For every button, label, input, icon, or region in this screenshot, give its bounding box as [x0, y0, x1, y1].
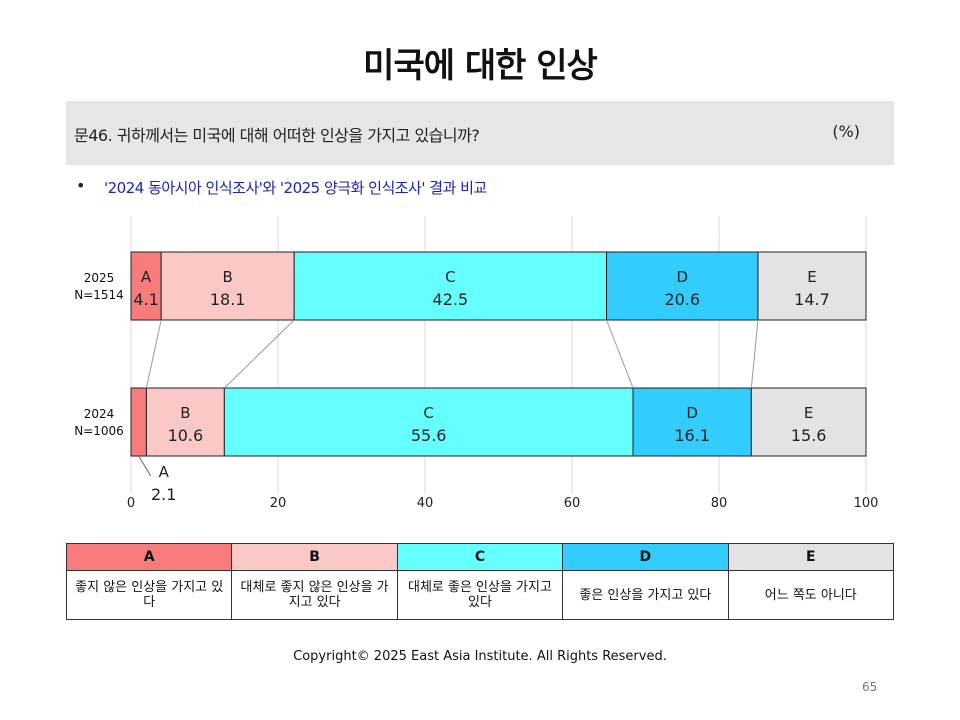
- segment-letter-label: D: [676, 268, 688, 286]
- bar-segment-c: [223, 387, 634, 457]
- bar-segment-c: [293, 251, 608, 321]
- segment-value-label: 4.1: [133, 290, 158, 309]
- legend-label-d: 좋은 인상을 가지고 있다: [562, 570, 729, 620]
- segment-value-label: 20.6: [664, 290, 700, 309]
- segment-letter-label: E: [807, 268, 816, 286]
- segment-letter-label: C: [445, 268, 455, 286]
- row-label-year: 2024: [84, 407, 115, 421]
- bullet-icon: •: [76, 176, 86, 195]
- legend-label-c: 대체로 좋은 인상을 가지고 있다: [396, 570, 564, 620]
- segment-value-label: 2.1: [151, 485, 176, 504]
- page-number: 65: [862, 680, 878, 694]
- legend-label-row: 좋지 않은 인상을 가지고 있다 대체로 좋지 않은 인상을 가지고 있다 대체…: [65, 570, 895, 620]
- segment-letter-label: A: [141, 268, 152, 286]
- segment-value-label: 42.5: [433, 290, 469, 309]
- x-tick-label: 100: [854, 496, 879, 511]
- bar-segment-e: [750, 387, 867, 457]
- stacked-bar-chart: 0 20 40 60 80 100 A 4.1 B 18.1 C 42.5 D 20.6 E 14.7 2025…: [74, 216, 879, 511]
- segment-letter-label: B: [223, 268, 233, 286]
- legend-key-d: D: [562, 543, 729, 571]
- connector-line: [750, 319, 759, 389]
- bar-segment-b: [145, 387, 225, 457]
- legend-key-c: C: [396, 543, 564, 571]
- legend-table: A B C D E 좋지 않은 인상을 가지고 있다 대체로 좋지 않은 인상을…: [65, 543, 895, 620]
- bar-segment-d: [606, 251, 759, 321]
- row-label-year: 2025: [84, 271, 115, 285]
- legend-label-e: 어느 쪽도 아니다: [727, 570, 895, 620]
- row-label-n: N=1006: [74, 424, 124, 438]
- legend-label-b: 대체로 좋지 않은 인상을 가지고 있다: [231, 570, 398, 620]
- segment-value-label: 18.1: [210, 290, 246, 309]
- segment-letter-label: C: [423, 404, 433, 422]
- comparison-note: '2024 동아시아 인식조사'와 '2025 양극화 인식조사' 결과 비교: [104, 179, 487, 197]
- connector-line: [145, 319, 162, 389]
- legend-key-b: B: [231, 543, 398, 571]
- legend-key-e: E: [727, 543, 895, 571]
- row-label-n: N=1514: [74, 288, 124, 302]
- segment-letter-label: E: [804, 404, 813, 422]
- x-tick-label: 40: [417, 496, 434, 511]
- unit-label: (%): [832, 122, 860, 141]
- bar-segment-a: [130, 251, 162, 321]
- question-box: 문46. 귀하께서는 미국에 대해 어떠한 인상을 가지고 있습니까? (%): [66, 101, 894, 165]
- bar-segment-a: [130, 387, 147, 457]
- x-tick-label: 60: [564, 496, 581, 511]
- leader-line: [138, 455, 152, 477]
- segment-value-label: 55.6: [411, 426, 447, 445]
- segment-letter-label: B: [180, 404, 190, 422]
- connector-line: [223, 319, 295, 389]
- bar-segment-b: [160, 251, 295, 321]
- bar-segment-e: [757, 251, 867, 321]
- x-tick-label: 20: [270, 496, 287, 511]
- legend-header-row: A B C D E: [65, 543, 895, 571]
- connector-line: [606, 319, 634, 389]
- page-title: 미국에 대한 인상: [363, 46, 598, 86]
- legend-key-a: A: [65, 543, 233, 571]
- segment-value-label: 14.7: [794, 290, 830, 309]
- segment-value-label: 15.6: [791, 426, 827, 445]
- segment-value-label: 10.6: [168, 426, 204, 445]
- x-tick-label: 80: [711, 496, 728, 511]
- x-tick-label: 0: [127, 496, 135, 511]
- legend-label-a: 좋지 않은 인상을 가지고 있다: [65, 570, 233, 620]
- segment-value-label: 16.1: [674, 426, 710, 445]
- segment-letter-label: A: [159, 463, 170, 481]
- bar-segment-d: [632, 387, 752, 457]
- question-text: 문46. 귀하께서는 미국에 대해 어떠한 인상을 가지고 있습니까?: [74, 126, 480, 145]
- copyright-text: Copyright© 2025 East Asia Institute. All…: [293, 649, 667, 664]
- segment-letter-label: D: [686, 404, 698, 422]
